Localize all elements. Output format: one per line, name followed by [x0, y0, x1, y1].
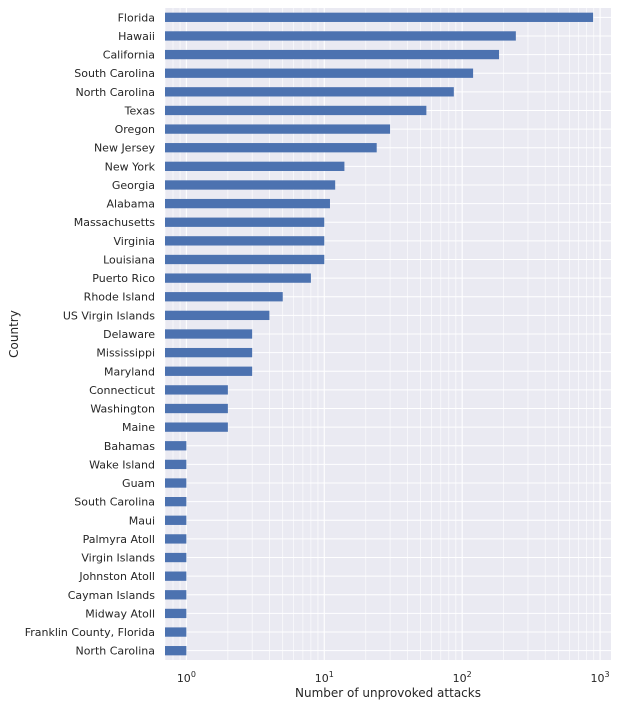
bar [165, 366, 253, 376]
y-tick-label: Rhode Island [84, 291, 155, 304]
bar [165, 571, 187, 581]
x-tick-label: 102 [453, 670, 472, 685]
y-tick-label: Washington [90, 403, 155, 416]
y-tick-label: US Virgin Islands [63, 309, 155, 322]
bar [165, 254, 325, 265]
bar [165, 497, 187, 507]
y-tick-label: Puerto Rico [92, 272, 155, 285]
bar [165, 422, 228, 432]
y-axis-title: Country [7, 310, 21, 358]
bar [165, 478, 187, 488]
y-tick-label: Virginia [114, 235, 155, 248]
y-tick-label: Georgia [112, 179, 155, 192]
y-tick-label: Massachusetts [74, 216, 156, 229]
bar [165, 161, 345, 171]
y-tick-label: Virgin Islands [81, 552, 155, 565]
bar [165, 236, 325, 246]
bar [165, 87, 454, 97]
y-tick-label: Delaware [103, 328, 155, 341]
y-tick-label: Franklin County, Florida [25, 626, 155, 639]
bar [165, 292, 283, 302]
y-tick-label: New York [105, 160, 156, 173]
y-tick-label: Alabama [106, 198, 155, 211]
x-tick-label: 103 [591, 670, 610, 685]
x-axis-title: Number of unprovoked attacks [295, 686, 481, 700]
y-tick-label: California [103, 49, 155, 62]
y-tick-label: Bahamas [104, 440, 155, 453]
bar [165, 273, 311, 283]
y-tick-label: Mississippi [96, 347, 155, 360]
y-tick-label: Louisiana [103, 253, 155, 266]
y-tick-label: Maine [122, 421, 155, 434]
bar [165, 627, 187, 637]
bar [165, 515, 187, 525]
bar [165, 31, 516, 41]
y-tick-label: Wake Island [89, 458, 155, 471]
bar [165, 49, 500, 60]
bar [165, 143, 377, 153]
bar [165, 403, 228, 414]
bar [165, 124, 391, 134]
bar [165, 534, 187, 544]
y-tick-label: Florida [118, 11, 155, 24]
bar [165, 385, 228, 395]
y-tick-label: Palmyra Atoll [83, 533, 155, 546]
bar [165, 347, 253, 358]
bar [165, 329, 253, 339]
bar [165, 105, 427, 116]
y-tick-label: Cayman Islands [68, 589, 156, 602]
x-tick-label: 100 [177, 670, 196, 685]
bar [165, 646, 187, 656]
y-tick-label: Guam [122, 477, 155, 490]
y-tick-label: Texas [124, 104, 156, 117]
bar [165, 68, 474, 78]
bar [165, 217, 325, 227]
bar [165, 590, 187, 600]
bar [165, 459, 187, 470]
x-tick-label: 101 [315, 670, 334, 685]
y-tick-label: Maryland [104, 365, 155, 378]
bar [165, 608, 187, 619]
bar [165, 12, 594, 22]
y-tick-label: New Jersey [94, 142, 156, 155]
y-tick-label: Maui [129, 514, 155, 527]
bar [165, 552, 187, 563]
y-tick-label: North Carolina [75, 86, 155, 99]
bar [165, 180, 336, 190]
y-tick-label: Oregon [115, 123, 155, 136]
y-tick-label: Johnston Atoll [78, 570, 155, 583]
y-tick-label: North Carolina [75, 645, 155, 658]
y-tick-label: Midway Atoll [85, 607, 155, 620]
bar [165, 441, 187, 451]
bar [165, 310, 270, 321]
y-tick-label: Connecticut [89, 384, 156, 397]
y-tick-label: South Carolina [74, 496, 155, 509]
y-tick-label: Hawaii [118, 30, 155, 43]
y-tick-label: South Carolina [74, 67, 155, 80]
bar [165, 198, 330, 209]
